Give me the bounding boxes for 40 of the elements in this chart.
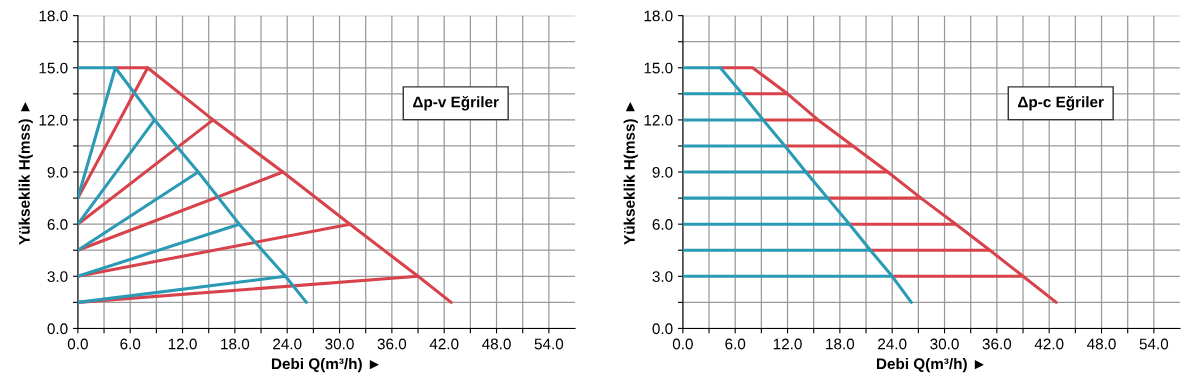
x-tick-label: 18.0 [826, 338, 855, 350]
x-tick-label: 48.0 [1087, 338, 1116, 350]
y-tick-label: 9.0 [47, 166, 68, 178]
y-axis-title: Yükseklik H(mss) ► [623, 102, 638, 245]
x-tick-label: 6.0 [725, 338, 746, 350]
y-tick-label: 6.0 [47, 219, 68, 230]
y-tick-label: 9.0 [652, 166, 673, 178]
x-tick-label: 30.0 [325, 338, 354, 350]
x-tick-label: 0.0 [672, 338, 693, 350]
x-tick-label: 24.0 [878, 338, 907, 350]
y-tick-label: 18.0 [644, 10, 673, 22]
x-tick-label: 48.0 [482, 338, 511, 350]
x-tick-label: 0.0 [67, 338, 88, 350]
y-tick-label: 15.0 [39, 62, 68, 74]
x-tick-label: 36.0 [982, 338, 1012, 350]
y-tick-label: 6.0 [652, 219, 673, 230]
y-tick-label: 0.0 [652, 323, 673, 335]
x-tick-label: 54.0 [534, 338, 564, 350]
y-axis-title: Yükseklik H(mss) ► [18, 102, 33, 245]
y-tick-label: 0.0 [47, 323, 68, 335]
x-tick-label: 42.0 [1034, 338, 1064, 350]
y-tick-label: 3.0 [652, 271, 673, 282]
y-tick-label: 12.0 [39, 114, 68, 126]
y-tick-label: 15.0 [644, 62, 673, 74]
x-tick-label: 18.0 [221, 338, 250, 350]
x-tick-label: 6.0 [120, 338, 141, 350]
x-tick-label: 12.0 [168, 338, 197, 350]
x-tick-label: 36.0 [377, 338, 407, 350]
y-tick-label: 12.0 [644, 114, 673, 126]
x-tick-label: 54.0 [1139, 338, 1169, 350]
x-tick-label: 12.0 [773, 338, 802, 350]
y-tick-label: 18.0 [39, 10, 68, 22]
x-axis-title: Debi Q(m³/h) ► [271, 357, 379, 373]
x-tick-label: 24.0 [273, 338, 302, 350]
annotation: Δp-v Eğriler [413, 95, 499, 111]
y-tick-label: 3.0 [47, 271, 68, 282]
annotation: Δp-c Eğriler [1018, 95, 1104, 111]
x-tick-label: 42.0 [429, 338, 459, 350]
x-axis-title: Debi Q(m³/h) ► [876, 357, 984, 373]
x-tick-label: 30.0 [930, 338, 959, 350]
